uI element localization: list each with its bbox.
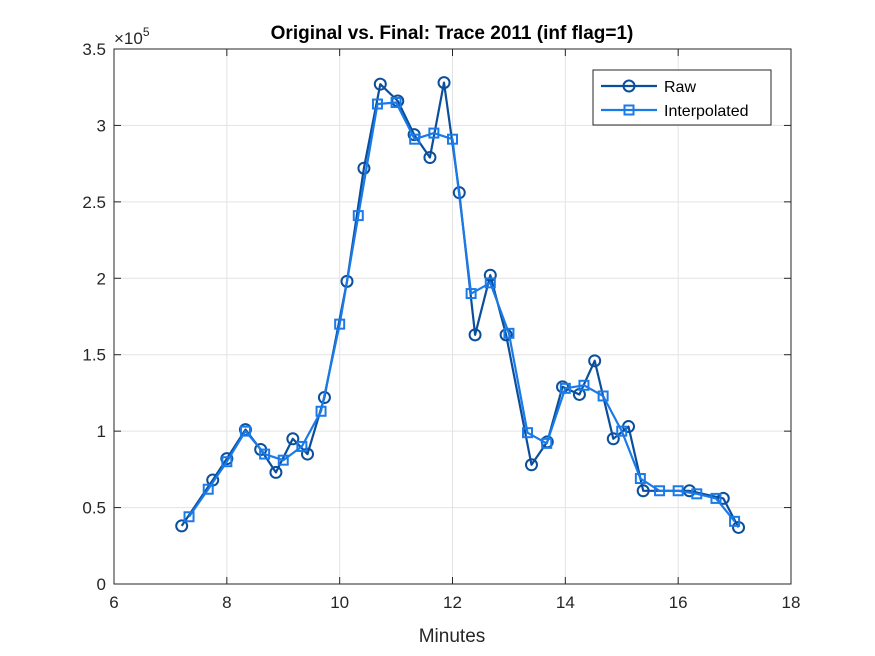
data-point-interpolated [541, 437, 553, 449]
series-line-interpolated [188, 101, 736, 522]
data-point-interpolated [202, 483, 214, 495]
data-point-interpolated [221, 456, 233, 468]
x-tick-label: 12 [443, 593, 462, 612]
data-point-interpolated [447, 133, 458, 145]
legend: Raw Interpolated [592, 69, 772, 126]
data-point-interpolated [352, 210, 364, 222]
x-tick-label: 6 [109, 593, 118, 612]
data-point-raw [423, 151, 437, 165]
data-point-interpolated [710, 492, 722, 504]
data-point-interpolated [465, 288, 477, 300]
y-tick-label: 2 [97, 269, 106, 288]
data-point-interpolated [183, 511, 195, 523]
x-tick-label: 18 [782, 593, 801, 612]
data-point-raw [588, 354, 602, 368]
series-line-raw [180, 81, 740, 528]
x-axis-label: Minutes [419, 626, 486, 647]
legend-marker [622, 79, 636, 93]
legend-entry-raw: Raw [601, 79, 696, 96]
y-tick-label: 1 [97, 422, 106, 441]
data-point-interpolated [296, 440, 308, 452]
data-point-interpolated [428, 127, 440, 139]
axis-ticks [113, 48, 792, 585]
data-point-interpolated [729, 515, 741, 527]
x-tick-label: 10 [330, 593, 349, 612]
data-point-interpolated [597, 390, 609, 402]
legend-entry-interpolated: Interpolated [601, 103, 749, 120]
x-tick-labels: 6 8 10 12 14 16 18 [109, 593, 800, 612]
data-point-interpolated [616, 425, 628, 437]
data-point-interpolated [390, 97, 402, 108]
data-point-raw [437, 76, 451, 90]
data-point-interpolated [259, 448, 271, 460]
y-axis-multiplier: ×105 [114, 25, 150, 48]
data-point-interpolated [672, 485, 684, 497]
y-tick-label: 0.5 [82, 499, 106, 518]
data-point-interpolated [239, 425, 251, 437]
data-point-raw [524, 458, 538, 472]
data-point-raw [301, 447, 315, 461]
data-point-raw [606, 432, 620, 446]
data-point-raw [468, 328, 482, 342]
x-tick-label: 8 [222, 593, 231, 612]
data-point-interpolated [484, 277, 496, 289]
data-point-raw [286, 432, 300, 446]
data-point-raw [269, 465, 283, 479]
chart-title: Original vs. Final: Trace 2011 (inf flag… [271, 23, 634, 44]
data-point-raw [636, 484, 650, 498]
y-tick-labels: 0 0.5 1 1.5 2 2.5 3 3.5 [82, 40, 106, 594]
data-point-interpolated [522, 427, 534, 439]
y-tick-label: 3.5 [82, 40, 106, 59]
data-point-interpolated [578, 379, 590, 391]
y-tick-label: 3 [97, 116, 106, 135]
legend-label: Interpolated [664, 103, 749, 120]
legend-box [592, 69, 772, 126]
legend-marker [623, 104, 635, 116]
data-point-interpolated [654, 485, 666, 497]
data-point-raw [373, 77, 387, 91]
data-point-raw [357, 161, 371, 175]
y-tick-label: 0 [97, 575, 106, 594]
data-point-interpolated [371, 98, 383, 110]
y-tick-label: 2.5 [82, 193, 106, 212]
data-point-interpolated [503, 327, 515, 339]
data-point-interpolated [634, 473, 646, 485]
data-point-interpolated [334, 318, 346, 330]
data-point-interpolated [559, 382, 571, 394]
data-point-interpolated [409, 133, 421, 145]
data-point-interpolated [691, 488, 703, 500]
legend-label: Raw [664, 79, 696, 96]
x-tick-label: 16 [669, 593, 688, 612]
data-point-interpolated [315, 405, 327, 417]
data-point-interpolated [277, 454, 289, 466]
x-tick-label: 14 [556, 593, 575, 612]
data-point-raw [716, 491, 730, 505]
series-interpolated [183, 97, 741, 527]
series-layer [175, 76, 746, 534]
data-point-raw [483, 268, 497, 282]
data-point-raw [175, 519, 189, 533]
y-tick-label: 1.5 [82, 346, 106, 365]
